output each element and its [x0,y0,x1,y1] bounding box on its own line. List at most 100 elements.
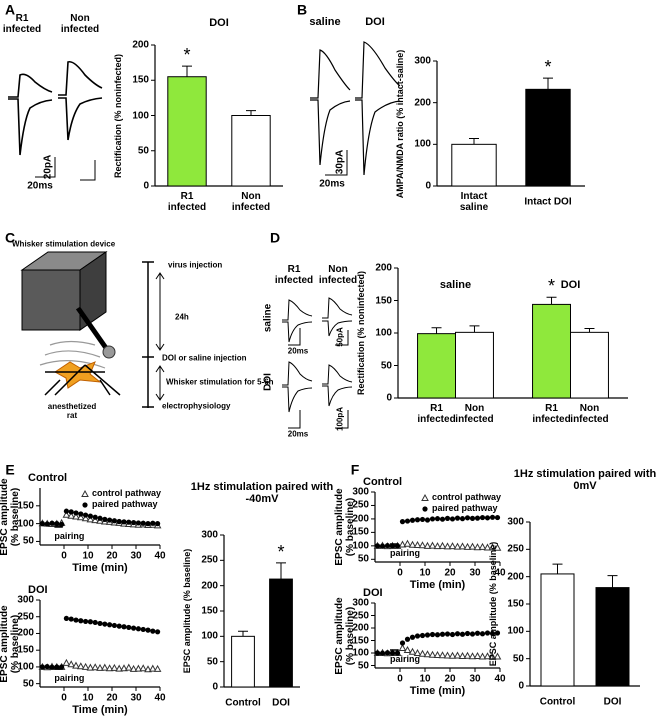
data-point [148,664,157,672]
data-point [379,650,386,656]
y-tick-label: 200 [414,97,431,109]
data-point [91,516,100,524]
annotation: pairing [390,654,421,665]
y-tick-label: 200 [352,622,369,634]
bar [595,587,630,687]
error-bar [607,575,618,588]
bar [231,635,255,688]
y-tick-label: 50 [380,360,392,371]
scale-label: 20ms [287,346,309,356]
x-tick-label: Intact DOI [524,196,572,208]
scale-label: 20ms [27,180,53,192]
y-axis-label: Rectification (% noninfected) [113,53,124,178]
data-point [478,652,487,660]
data-point [398,540,407,548]
data-point [107,622,113,628]
data-point [423,541,432,549]
data-point [404,636,411,642]
y-tick-label: 150 [17,644,34,656]
data-point [493,652,502,660]
data-point [474,515,481,521]
y-axis-label: Rectification (% noninfected) [356,270,367,396]
data-point [418,541,427,549]
y-tick-label: 50 [357,553,369,565]
data-point [83,618,89,625]
data-point [458,651,467,659]
data-point [409,634,416,640]
y-tick-label: 150 [352,526,369,538]
data-point [54,521,60,527]
traces-a [8,60,103,181]
bar [231,115,271,187]
error-bar [543,77,553,90]
bar [269,578,293,688]
y-tick-label: 300 [352,597,369,609]
data-point [403,645,412,653]
data-point [408,540,417,548]
bar [525,88,571,187]
trace-row-label: saline [262,303,274,333]
data-point [464,630,471,637]
x-axis-label: Time (min) [409,578,466,591]
data-point [126,624,132,631]
panel-label: E [5,461,15,478]
device-label: Whisker stimulation device [12,239,116,249]
data-point [91,663,100,671]
bar [451,143,497,187]
x-tick-label: DOI [603,696,622,708]
y-tick-label: 250 [17,611,34,623]
data-point [384,542,391,549]
x-tick-label: 40 [494,673,506,685]
data-point [399,640,406,646]
chart-title: DOI [363,586,383,599]
data-point [428,541,437,549]
data-point [429,516,436,522]
data-point [63,615,69,622]
data-point [92,514,98,520]
y-tick-label: 100 [17,661,34,673]
data-point [434,516,441,522]
data-point [474,630,481,636]
data-point [473,543,482,551]
x-tick-label: Non infected [570,403,609,425]
data-point [86,663,95,671]
data-point [116,518,122,525]
x-tick-label: 10 [82,550,94,562]
error-bar [552,563,563,574]
data-point [111,622,117,629]
legend-marker [422,506,428,512]
data-point [81,662,90,670]
data-point [76,513,85,521]
data-point [408,647,417,655]
error-bar [469,138,479,145]
data-point [67,660,76,668]
y-tick-label: 300 [352,486,369,498]
data-point [374,543,381,549]
data-point [102,621,108,627]
chart-title: 1Hz stimulation paired with 0mV [513,467,657,492]
trace-label: saline [309,15,341,28]
x-tick-label: R1 infected [167,191,207,213]
data-point [86,515,95,523]
data-point [63,508,69,514]
data-point [379,543,386,549]
y-tick-label: 300 [201,529,218,541]
x-tick-label: 40 [154,692,166,704]
data-point [404,518,411,524]
error-bar [246,110,256,116]
data-point [463,542,472,550]
data-point [134,664,143,672]
y-tick-label: 150 [201,605,218,617]
y-tick-label: 100 [414,138,431,150]
data-point [444,515,451,521]
y-tick-label: 100 [375,327,392,339]
chart-title: Control [363,475,403,488]
data-point [468,652,477,660]
chart-title: 1Hz stimulation paired with -40mV [190,480,334,505]
data-point [131,625,137,631]
annotation: pairing [54,673,85,684]
trace-label: Non infected [318,264,358,286]
data-point [49,520,55,526]
y-tick-label: 250 [201,554,218,566]
data-point [478,542,487,550]
